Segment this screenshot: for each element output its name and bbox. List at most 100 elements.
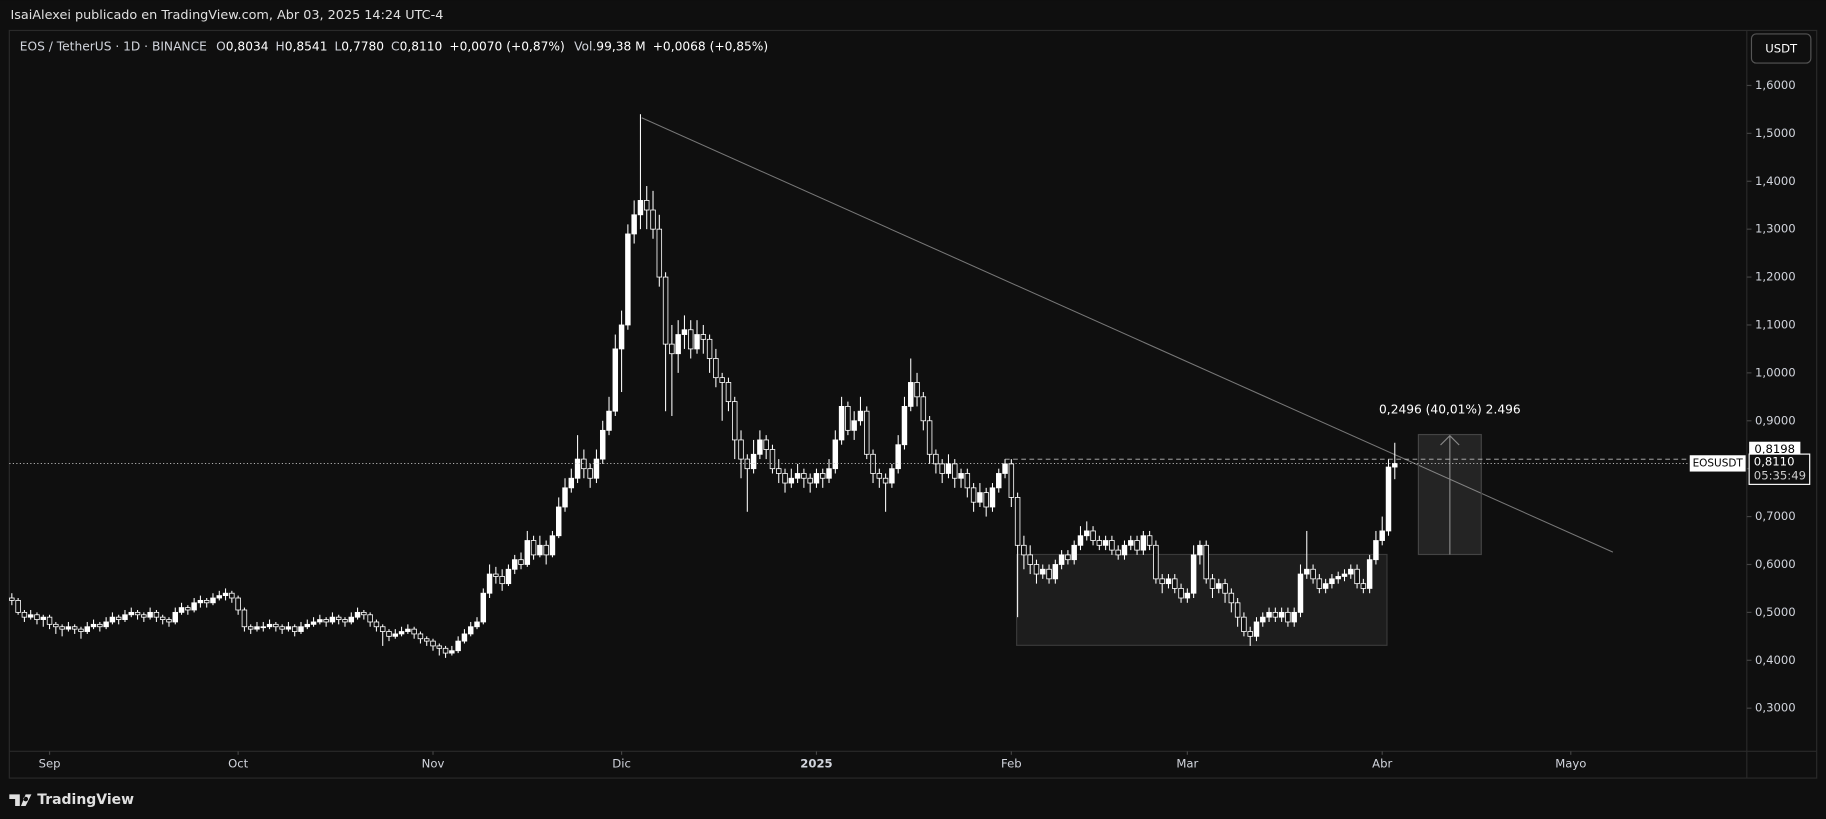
ohlc-value: 0,7780 xyxy=(341,39,384,53)
candle-body xyxy=(1234,602,1241,618)
candle-body xyxy=(1065,554,1071,561)
candle-body xyxy=(361,611,367,616)
candle-body xyxy=(587,468,593,479)
candle-body xyxy=(1109,540,1115,551)
candle-body xyxy=(386,631,392,637)
candle-body xyxy=(838,405,845,441)
candle-body xyxy=(1316,578,1323,589)
candle-body xyxy=(1354,568,1360,585)
candle-body xyxy=(996,473,1002,489)
countdown: 05:35:49 xyxy=(1754,469,1806,483)
chart-frame xyxy=(8,29,1818,779)
candle-body xyxy=(970,487,977,503)
candle-body xyxy=(813,473,820,484)
candle-body xyxy=(933,453,939,465)
currency-button[interactable] xyxy=(1750,33,1812,64)
candle-body xyxy=(279,626,285,630)
candle-body xyxy=(882,477,889,484)
y-tick-label: 1,2000 xyxy=(1755,270,1796,284)
candle-body xyxy=(40,616,46,620)
legend: EOS / TetherUS · 1D · BINANCE O0,8034 H0,8… xyxy=(20,39,768,53)
candle-body xyxy=(1184,592,1191,599)
candle-body xyxy=(1348,568,1354,575)
candle-body xyxy=(1040,568,1046,575)
candle-body xyxy=(1366,559,1373,589)
candle-body xyxy=(1203,544,1209,580)
candle-body xyxy=(1146,535,1153,546)
candle-body xyxy=(1291,611,1297,623)
candle-body xyxy=(895,444,901,470)
candle-body xyxy=(210,597,216,604)
candle-body xyxy=(719,377,725,383)
x-tick-label: Mayo xyxy=(1555,757,1586,771)
candle-body xyxy=(71,626,78,630)
candle-body xyxy=(1002,463,1008,474)
candle-body xyxy=(273,623,279,628)
candle-body xyxy=(1216,583,1222,589)
currency-label[interactable]: USDT xyxy=(1765,42,1798,56)
candle-body xyxy=(612,348,619,412)
change: +0,0070 (+0,87%) xyxy=(449,39,564,53)
candle-body xyxy=(411,628,417,635)
candle-body xyxy=(826,468,832,479)
candle-body xyxy=(1159,578,1165,585)
candle-body xyxy=(1027,554,1033,565)
candle-body xyxy=(53,623,59,628)
candle-body xyxy=(254,626,260,630)
y-tick-label: 0,9000 xyxy=(1755,413,1796,427)
candle-body xyxy=(398,631,405,635)
candle-body xyxy=(27,614,34,618)
candle-body xyxy=(1228,592,1235,604)
ohlc-key: H xyxy=(276,39,285,53)
candle-body xyxy=(115,616,122,620)
candle-body xyxy=(958,473,964,479)
candle-body xyxy=(920,396,927,422)
candle-body xyxy=(1329,578,1335,585)
ohlc-value: 0,8541 xyxy=(285,39,328,53)
candle-body xyxy=(417,633,424,640)
x-tick-label: Nov xyxy=(422,757,445,771)
x-tick-label: Sep xyxy=(39,757,61,771)
candle-body xyxy=(1222,583,1228,594)
candle-body xyxy=(379,626,386,632)
volume: 99,38 M xyxy=(596,39,645,53)
candle-body xyxy=(845,405,851,431)
candle-body xyxy=(1134,540,1140,551)
candle-body xyxy=(1272,611,1279,618)
candle-body xyxy=(1209,578,1216,589)
volume-key: Vol. xyxy=(574,39,596,53)
candle-body xyxy=(738,439,744,460)
candle-body xyxy=(1090,530,1096,541)
candle-body xyxy=(555,506,562,537)
candle-body xyxy=(1266,611,1272,618)
candle-body xyxy=(1008,463,1015,498)
candle-body xyxy=(84,626,90,632)
candle-body xyxy=(235,597,241,611)
candle-body xyxy=(914,382,920,398)
candle-body xyxy=(367,614,373,623)
candle-body xyxy=(285,626,292,630)
candle-body xyxy=(436,645,443,649)
candle-body xyxy=(354,611,361,618)
candle-body xyxy=(499,576,505,585)
candle-body xyxy=(405,628,411,632)
candle-body xyxy=(562,487,568,508)
logo-icon xyxy=(9,794,32,807)
candle-body xyxy=(543,544,549,556)
measure-arrowhead xyxy=(1440,434,1460,446)
candle-body xyxy=(122,614,128,620)
candle-body xyxy=(530,540,537,556)
candle-body xyxy=(304,623,311,628)
candle-body xyxy=(291,626,298,632)
last-price-label: 0,8110 xyxy=(1754,455,1795,469)
candle-body xyxy=(1178,588,1184,599)
candle-body xyxy=(59,626,65,630)
candle-body xyxy=(1278,611,1285,618)
candle-body xyxy=(134,611,141,616)
candle-body xyxy=(329,616,336,623)
candle-body xyxy=(1392,462,1398,468)
candle-body xyxy=(1285,611,1291,623)
candle-body xyxy=(631,214,637,235)
x-tick-label: Mar xyxy=(1176,757,1198,771)
candle-body xyxy=(989,487,996,508)
